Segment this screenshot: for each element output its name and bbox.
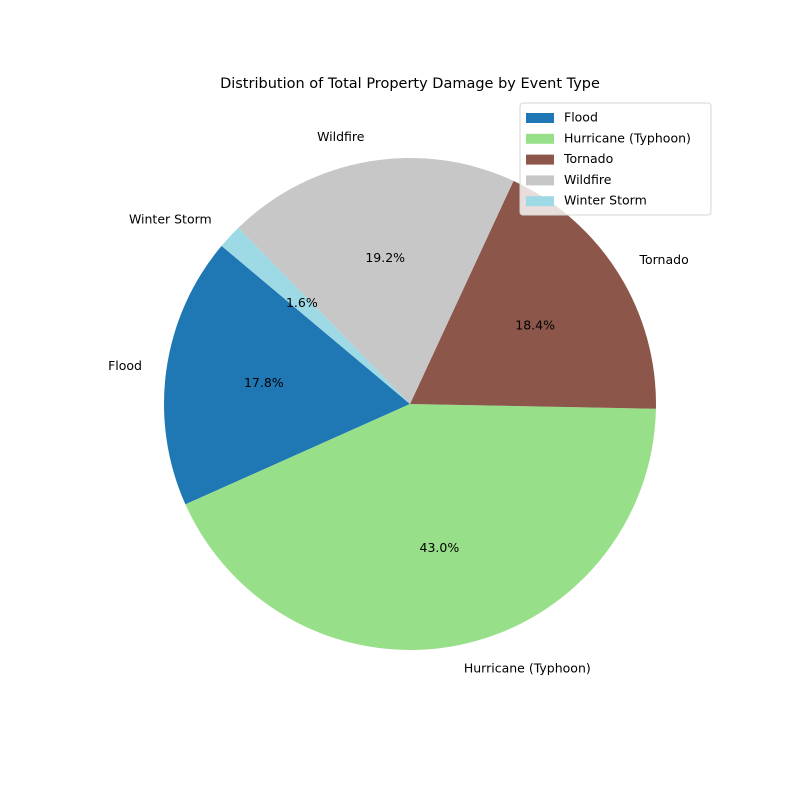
percent-label-flood: 17.8% <box>244 375 284 390</box>
percent-labels: 17.8% 43.0% 18.4% 19.2% 1.6% <box>244 250 555 555</box>
legend-label-hurricane-typhoon: Hurricane (Typhoon) <box>564 130 691 145</box>
legend-label-flood: Flood <box>564 110 598 125</box>
chart-title: Distribution of Total Property Damage by… <box>220 76 600 92</box>
legend-swatch-winter-storm <box>526 196 554 207</box>
pie-slices <box>163 157 656 650</box>
pie-slice-hurricane-typhoon <box>185 404 656 650</box>
slice-label-flood: Flood <box>108 358 142 373</box>
legend-label-tornado: Tornado <box>563 151 613 166</box>
percent-label-winter-storm: 1.6% <box>286 295 318 310</box>
pie-slice-winter-storm <box>221 227 410 404</box>
percent-label-wildfire: 19.2% <box>365 250 405 265</box>
slice-label-wildfire: Wildfire <box>317 129 365 144</box>
pie-slice-wildfire <box>238 157 514 404</box>
legend: Flood Hurricane (Typhoon) Tornado Wildfire W… <box>519 102 712 216</box>
percent-label-hurricane-typhoon: 43.0% <box>420 540 460 555</box>
legend-swatch-tornado <box>526 154 554 165</box>
legend-swatch-wildfire <box>526 175 554 186</box>
slice-label-tornado: Tornado <box>638 252 688 267</box>
slice-label-winter-storm: Winter Storm <box>129 211 212 226</box>
slice-labels: Flood Hurricane (Typhoon) Tornado Wildfire W… <box>108 129 689 676</box>
percent-label-tornado: 18.4% <box>515 317 555 332</box>
legend-label-wildfire: Wildfire <box>564 172 612 187</box>
legend-swatch-hurricane-typhoon <box>526 133 554 144</box>
slice-label-hurricane-typhoon: Hurricane (Typhoon) <box>464 661 591 676</box>
legend-label-winter-storm: Winter Storm <box>564 193 647 208</box>
pie-slice-tornado <box>410 180 656 409</box>
legend-frame <box>519 102 712 216</box>
legend-swatch-flood <box>526 113 554 123</box>
pie-slice-flood <box>163 245 410 505</box>
